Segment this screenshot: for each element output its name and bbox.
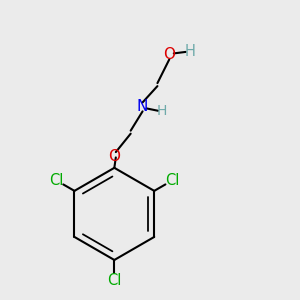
Text: H: H bbox=[157, 104, 167, 118]
Text: O: O bbox=[108, 149, 120, 164]
Text: Cl: Cl bbox=[165, 173, 179, 188]
Text: Cl: Cl bbox=[49, 173, 64, 188]
Text: H: H bbox=[185, 44, 196, 59]
Text: O: O bbox=[163, 47, 175, 62]
Text: N: N bbox=[137, 99, 148, 114]
Text: Cl: Cl bbox=[107, 273, 122, 288]
